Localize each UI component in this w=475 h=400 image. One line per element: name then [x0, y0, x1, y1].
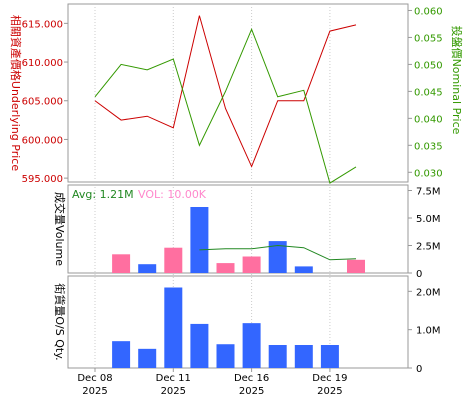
volume-bars [112, 207, 365, 273]
os-qty-bar [320, 345, 339, 368]
left-axis-title: 相關資產價格Underlying Price [9, 15, 23, 171]
x-tick-date-label: Dec 08 [77, 373, 112, 384]
price-lines [94, 15, 357, 184]
os-qty-bar [294, 345, 313, 368]
os-qty-bars [112, 287, 339, 368]
right-axis-title: 投盤價Nominal Price [450, 26, 464, 135]
right-tick-label: 0.040 [414, 114, 443, 125]
volume-bar [138, 264, 157, 273]
os-qty-bar [164, 287, 183, 368]
volume-axis-title: 成交量Volume [53, 192, 67, 266]
os-tick-label: 2.0M [416, 287, 441, 298]
right-tick-label: 0.030 [414, 168, 443, 179]
volume-bar [190, 207, 209, 273]
os-qty-axes: 0 1.0M 2.0M [408, 287, 441, 375]
volume-tick-label: 0 [416, 269, 422, 280]
x-tick-year-label: 2025 [239, 386, 264, 397]
x-axis: Dec 08 2025 Dec 11 2025 Dec 16 2025 Dec 19 2025 [77, 368, 348, 397]
os-qty-bar [216, 344, 235, 368]
volume-bar [242, 256, 261, 273]
right-tick-label: 0.045 [414, 87, 443, 98]
price-panel-frame [67, 3, 409, 183]
volume-bar [347, 259, 365, 273]
x-tick-year-label: 2025 [82, 386, 107, 397]
price-axes: 595.000 600.000 605.000 610.000 615.000 0.030… [22, 6, 443, 185]
volume-bar [164, 247, 183, 273]
os-tick-label: 1.0M [416, 326, 441, 337]
os-qty-bar [138, 348, 157, 368]
volume-bar [268, 241, 287, 273]
left-tick-label: 605.000 [22, 97, 63, 108]
x-tick-date-label: Dec 16 [234, 373, 269, 384]
x-tick-year-label: 2025 [161, 386, 186, 397]
os-axis-title: 街貨量O/S Qty. [53, 283, 67, 360]
volume-axes: 0 2.5M 5.0M 7.5M [408, 187, 441, 280]
left-tick-label: 615.000 [22, 19, 63, 30]
right-tick-label: 0.035 [414, 141, 443, 152]
right-tick-label: 0.060 [414, 6, 443, 17]
x-tick-date-label: Dec 19 [312, 373, 347, 384]
os-qty-bar [112, 341, 131, 368]
volume-vol-label: VOL: 10.00K [138, 188, 207, 201]
volume-bar [294, 266, 313, 273]
os-qty-bar [242, 323, 261, 368]
left-tick-label: 595.000 [22, 174, 63, 185]
volume-average-line [199, 244, 357, 261]
volume-tick-label: 7.5M [416, 187, 441, 198]
volume-bar [216, 263, 235, 273]
right-tick-label: 0.055 [414, 33, 443, 44]
os-qty-bar [268, 345, 287, 368]
nominal-price-line [94, 28, 357, 184]
volume-tick-label: 5.0M [416, 214, 441, 225]
volume-tick-label: 2.5M [416, 242, 441, 253]
x-tick-year-label: 2025 [317, 386, 342, 397]
os-tick-label: 0 [416, 364, 422, 375]
underlying-price-line [94, 15, 357, 168]
volume-avg-label: Avg: 1.21M [72, 188, 134, 201]
left-tick-label: 610.000 [22, 58, 63, 69]
left-tick-label: 600.000 [22, 135, 63, 146]
os-qty-bar [190, 323, 209, 368]
right-tick-label: 0.050 [414, 60, 443, 71]
volume-bar [112, 254, 131, 273]
x-tick-date-label: Dec 11 [156, 373, 191, 384]
